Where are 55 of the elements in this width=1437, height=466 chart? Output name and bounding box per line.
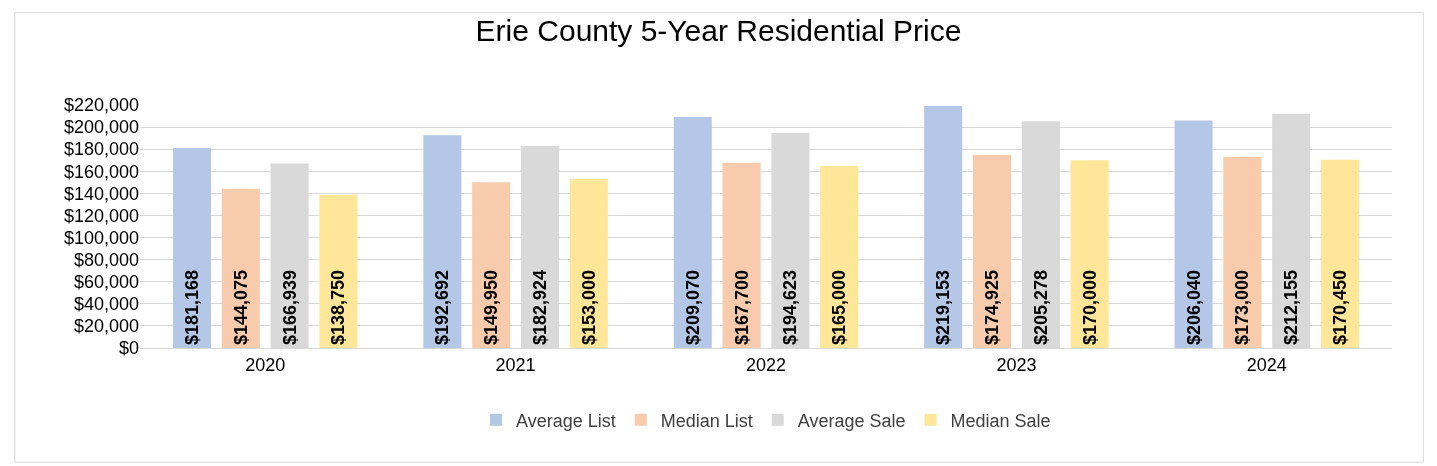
data-label: $149,950 <box>481 269 502 345</box>
data-label: $165,000 <box>829 269 850 345</box>
y-tick-label: $80,000 <box>73 249 139 270</box>
legend-label: Median List <box>660 410 753 431</box>
bar <box>1321 159 1360 348</box>
x-tick-label: 2021 <box>495 354 536 375</box>
data-label: $205,278 <box>1030 269 1051 345</box>
data-label: $153,000 <box>578 269 599 345</box>
y-tick-label: $40,000 <box>73 294 139 315</box>
legend-label: Median Sale <box>950 410 1051 431</box>
bar <box>1174 120 1213 348</box>
y-tick-label: $20,000 <box>73 316 139 337</box>
data-label: $138,750 <box>328 269 349 345</box>
y-tick-label: $220,000 <box>63 95 139 116</box>
y-tick-label: $100,000 <box>63 227 139 248</box>
data-label: $170,000 <box>1079 269 1100 345</box>
bar <box>924 105 963 348</box>
bar <box>1223 156 1262 348</box>
data-label: $173,000 <box>1232 269 1253 345</box>
data-label: $174,925 <box>981 269 1002 345</box>
chart-title: Erie County 5-Year Residential Price <box>475 13 962 47</box>
data-label: $192,692 <box>432 269 453 345</box>
bar <box>221 188 260 348</box>
data-label: $182,924 <box>530 269 551 345</box>
y-tick-label: $0 <box>118 338 139 359</box>
data-label: $209,070 <box>682 269 703 345</box>
bar <box>722 162 761 348</box>
x-tick-label: 2020 <box>245 354 286 375</box>
bar <box>972 154 1012 348</box>
y-tick-label: $180,000 <box>63 139 139 160</box>
data-label: $166,939 <box>279 269 300 345</box>
bar <box>172 147 211 348</box>
data-label: $181,168 <box>181 269 202 345</box>
data-label: $219,153 <box>933 269 954 345</box>
y-tick-label: $160,000 <box>63 161 139 182</box>
bar <box>472 182 511 348</box>
bar <box>820 165 859 348</box>
data-label: $194,623 <box>780 269 801 345</box>
y-tick-label: $200,000 <box>63 117 139 138</box>
data-label: $170,450 <box>1330 269 1351 345</box>
y-tick-label: $60,000 <box>73 272 139 293</box>
bar <box>1070 160 1109 348</box>
data-label: $167,700 <box>731 269 752 345</box>
x-tick-label: 2023 <box>996 354 1037 375</box>
legend-label: Average Sale <box>797 410 906 431</box>
x-tick-label: 2022 <box>745 354 787 375</box>
data-label: $206,040 <box>1183 269 1204 345</box>
x-tick-label: 2024 <box>1246 354 1287 375</box>
data-label: $212,155 <box>1281 269 1302 345</box>
bar <box>673 117 712 348</box>
data-label: $144,075 <box>230 269 251 345</box>
y-tick-label: $120,000 <box>63 205 139 226</box>
bar <box>423 135 462 348</box>
y-tick-label: $140,000 <box>63 183 139 204</box>
legend-label: Average List <box>516 410 616 431</box>
